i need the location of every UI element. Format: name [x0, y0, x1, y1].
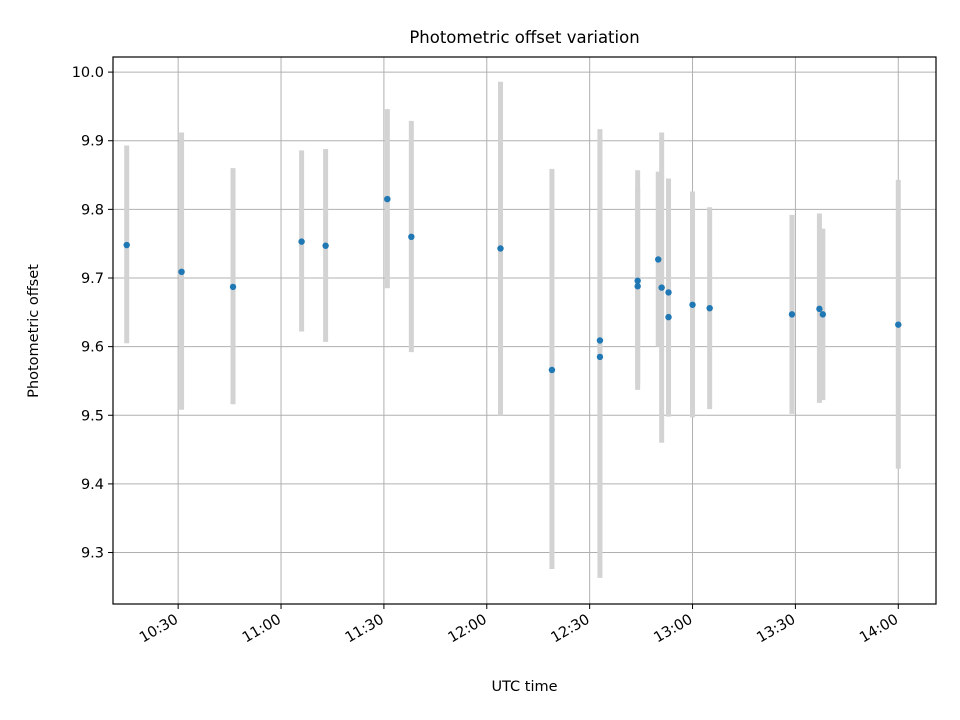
plot-frame — [112, 56, 937, 605]
x-tick-label: 14:00 — [857, 612, 901, 647]
data-point — [895, 321, 902, 328]
data-point — [298, 238, 305, 245]
data-point — [408, 233, 415, 241]
x-tick-label: 11:00 — [240, 612, 284, 647]
x-tick-label: 13:00 — [651, 612, 695, 647]
data-point — [665, 313, 672, 321]
y-tick-label: 9.4 — [81, 477, 104, 493]
data-point — [655, 256, 662, 263]
error-bars — [124, 81, 901, 578]
x-tick-label: 13:30 — [754, 612, 798, 647]
y-tick-label: 9.3 — [81, 546, 104, 562]
x-tick-label: 12:30 — [548, 612, 592, 647]
data-point — [816, 305, 823, 313]
data-point — [634, 283, 641, 290]
y-tick-label: 9.8 — [81, 202, 104, 218]
y-axis-label: Photometric offset — [26, 264, 42, 398]
data-point — [689, 301, 696, 308]
data-point — [634, 277, 641, 284]
data-point — [665, 289, 672, 296]
data-point — [819, 311, 827, 318]
data-points — [123, 195, 902, 374]
data-point — [229, 283, 237, 291]
grid-lines — [113, 57, 936, 604]
data-point — [384, 195, 391, 203]
y-tick-label: 9.6 — [81, 340, 104, 356]
data-point — [658, 284, 665, 291]
data-point — [706, 304, 713, 312]
data-point — [596, 353, 604, 361]
chart-title: Photometric offset variation — [409, 28, 639, 47]
y-tick-label: 9.9 — [81, 134, 104, 150]
data-point — [123, 241, 130, 249]
data-point — [178, 268, 185, 276]
y-tick-label: 10.0 — [72, 65, 104, 81]
y-axis-ticks: 9.3 9.4 9.5 9.6 9.7 9.8 9.9 10.0 — [72, 65, 113, 562]
data-point — [497, 245, 504, 252]
y-tick-label: 9.5 — [81, 408, 104, 424]
x-axis-label: UTC time — [491, 679, 557, 695]
x-tick-label: 12:00 — [446, 612, 490, 647]
data-point — [788, 311, 796, 318]
data-point — [548, 366, 556, 374]
x-axis-ticks: 10:30 11:00 11:30 12:00 12:30 13:00 13:30 14:00 — [137, 604, 901, 646]
y-tick-label: 9.7 — [81, 271, 104, 287]
data-point — [322, 242, 329, 249]
data-point — [596, 337, 604, 344]
x-tick-label: 10:30 — [137, 612, 181, 647]
x-tick-label: 11:30 — [343, 612, 387, 647]
